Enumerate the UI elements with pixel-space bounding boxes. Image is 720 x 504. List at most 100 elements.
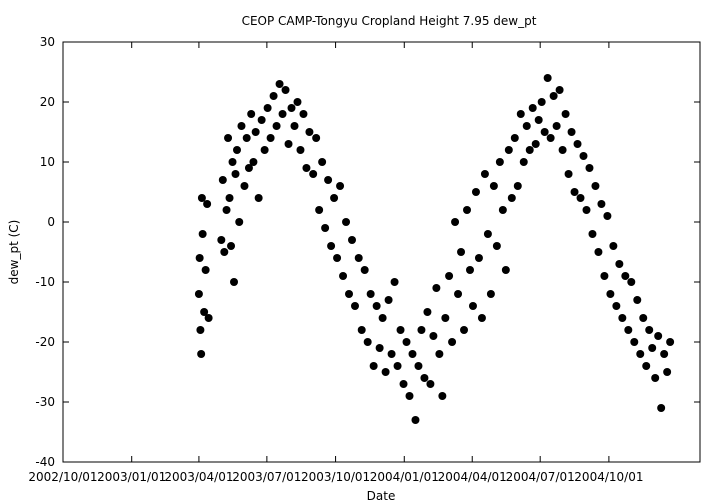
data-point xyxy=(244,164,253,172)
x-tick-label: 2002/10/01 xyxy=(28,470,97,484)
data-point xyxy=(582,206,591,214)
data-point xyxy=(432,284,441,292)
data-point xyxy=(636,350,645,358)
data-point xyxy=(576,194,585,202)
y-tick-label: -10 xyxy=(35,275,55,289)
data-point xyxy=(369,362,378,370)
data-point xyxy=(299,110,308,118)
data-point xyxy=(451,218,460,226)
data-point xyxy=(591,182,600,190)
data-point xyxy=(504,146,513,154)
data-point xyxy=(525,146,534,154)
data-point xyxy=(603,212,612,220)
data-point xyxy=(460,326,469,334)
data-point xyxy=(489,182,498,190)
data-point xyxy=(275,80,284,88)
data-point xyxy=(513,182,522,190)
data-point xyxy=(561,110,570,118)
data-point xyxy=(201,266,210,274)
data-point xyxy=(217,236,226,244)
data-point xyxy=(657,404,666,412)
data-point xyxy=(302,164,311,172)
data-point xyxy=(633,296,642,304)
data-point xyxy=(195,254,204,262)
y-tick-label: -40 xyxy=(35,455,55,469)
data-point xyxy=(232,146,241,154)
data-point xyxy=(441,314,450,322)
data-point xyxy=(600,272,609,280)
data-point xyxy=(290,122,299,130)
data-point xyxy=(204,314,213,322)
data-point xyxy=(345,290,354,298)
data-point xyxy=(278,110,287,118)
data-point xyxy=(534,116,543,124)
x-tick-label: 2004/04/01 xyxy=(438,470,507,484)
data-point xyxy=(315,206,324,214)
data-point xyxy=(321,224,330,232)
data-point xyxy=(372,302,381,310)
data-point xyxy=(312,134,321,142)
data-point xyxy=(225,194,234,202)
data-point xyxy=(218,176,227,184)
data-point xyxy=(528,104,537,112)
y-tick-label: 10 xyxy=(40,155,55,169)
data-point xyxy=(654,332,663,340)
data-point xyxy=(220,248,229,256)
data-point xyxy=(454,290,463,298)
data-point xyxy=(230,278,239,286)
data-point xyxy=(266,134,275,142)
data-point xyxy=(227,242,236,250)
x-axis: 2002/10/01 2003/01/012003/04/012003/07/01… xyxy=(28,42,643,484)
data-point xyxy=(381,368,390,376)
y-tick-label: 20 xyxy=(40,95,55,109)
data-point xyxy=(438,392,447,400)
data-point xyxy=(251,128,260,136)
data-point xyxy=(448,338,457,346)
data-point xyxy=(357,326,366,334)
data-point xyxy=(194,290,203,298)
data-point xyxy=(240,182,249,190)
data-point xyxy=(420,374,429,382)
data-point xyxy=(200,308,209,316)
data-point xyxy=(627,278,636,286)
data-point xyxy=(249,158,258,166)
data-point xyxy=(203,200,212,208)
data-point xyxy=(354,254,363,262)
x-axis-title: Date xyxy=(367,489,396,503)
data-point xyxy=(522,122,531,130)
y-tick-label: 30 xyxy=(40,35,55,49)
data-point xyxy=(519,158,528,166)
data-point xyxy=(408,350,417,358)
x-tick-label: 2003/10/01 xyxy=(301,470,370,484)
data-point xyxy=(468,302,477,310)
y-axis-title: dew_pt (C) xyxy=(7,220,21,285)
data-point xyxy=(555,86,564,94)
data-point xyxy=(585,164,594,172)
x-tick-label: 2003/01/01 xyxy=(97,470,166,484)
data-point xyxy=(342,218,351,226)
plot-frame xyxy=(62,41,701,463)
data-point xyxy=(564,170,573,178)
data-point xyxy=(465,266,474,274)
data-point xyxy=(269,92,278,100)
data-point xyxy=(390,278,399,286)
data-point xyxy=(573,140,582,148)
data-point xyxy=(510,134,519,142)
data-point xyxy=(336,182,345,190)
data-point xyxy=(399,380,408,388)
data-point xyxy=(492,242,501,250)
data-point xyxy=(618,314,627,322)
data-point xyxy=(196,326,205,334)
data-point xyxy=(235,218,244,226)
data-point xyxy=(463,206,472,214)
data-point xyxy=(330,194,339,202)
data-point xyxy=(615,260,624,268)
data-point xyxy=(333,254,342,262)
y-tick-label: -30 xyxy=(35,395,55,409)
data-point xyxy=(257,116,266,124)
data-point xyxy=(284,140,293,148)
data-point xyxy=(387,350,396,358)
data-point xyxy=(417,326,426,334)
